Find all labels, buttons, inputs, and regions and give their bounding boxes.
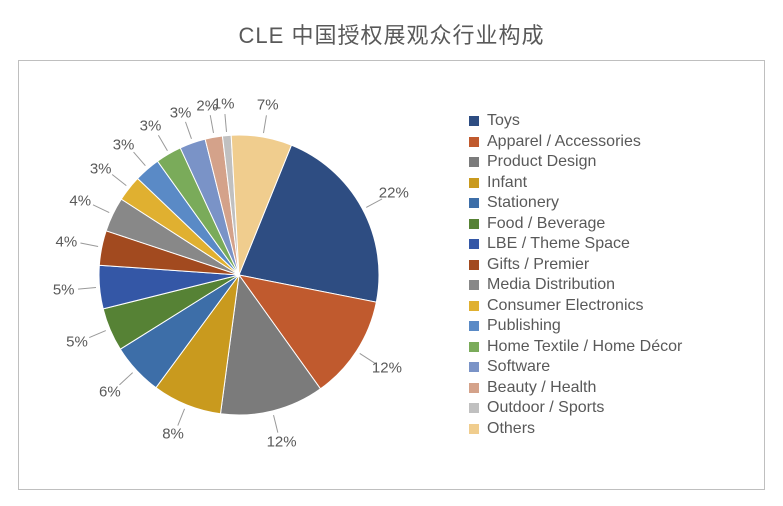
- legend-item: Consumer Electronics: [469, 298, 744, 314]
- legend-swatch: [469, 178, 479, 188]
- legend-swatch: [469, 342, 479, 352]
- legend-item: Software: [469, 359, 744, 375]
- legend-swatch: [469, 157, 479, 167]
- legend-label: Media Distribution: [487, 277, 615, 293]
- legend: Toys Apparel / Accessories Product Design I…: [439, 109, 744, 442]
- legend-label: Consumer Electronics: [487, 298, 644, 314]
- legend-label: Apparel / Accessories: [487, 134, 641, 150]
- legend-label: Beauty / Health: [487, 380, 596, 396]
- legend-swatch: [469, 219, 479, 229]
- legend-label: LBE / Theme Space: [487, 236, 630, 252]
- chart-title: CLE 中国授权展观众行业构成: [0, 0, 783, 60]
- legend-item: Outdoor / Sports: [469, 400, 744, 416]
- legend-label: Toys: [487, 113, 520, 129]
- legend-item: Product Design: [469, 154, 744, 170]
- legend-swatch: [469, 280, 479, 290]
- legend-item: Infant: [469, 175, 744, 191]
- legend-label: Infant: [487, 175, 527, 191]
- legend-swatch: [469, 260, 479, 270]
- legend-swatch: [469, 301, 479, 311]
- legend-label: Publishing: [487, 318, 561, 334]
- legend-swatch: [469, 362, 479, 372]
- chart-frame: 22%12%12%8%6%5%5%4%4%3%3%3%3%2%1%7% Toys…: [18, 60, 765, 490]
- legend-label: Software: [487, 359, 550, 375]
- pie-chart: 22%12%12%8%6%5%5%4%4%3%3%3%3%2%1%7%: [39, 75, 439, 475]
- legend-swatch: [469, 116, 479, 126]
- legend-label: Gifts / Premier: [487, 257, 589, 273]
- legend-item: Stationery: [469, 195, 744, 211]
- legend-swatch: [469, 239, 479, 249]
- legend-swatch: [469, 321, 479, 331]
- legend-swatch: [469, 383, 479, 393]
- legend-label: Food / Beverage: [487, 216, 605, 232]
- legend-label: Outdoor / Sports: [487, 400, 604, 416]
- legend-item: Publishing: [469, 318, 744, 334]
- legend-swatch: [469, 403, 479, 413]
- legend-item: LBE / Theme Space: [469, 236, 744, 252]
- legend-item: Home Textile / Home Décor: [469, 339, 744, 355]
- legend-swatch: [469, 198, 479, 208]
- legend-item: Toys: [469, 113, 744, 129]
- legend-item: Gifts / Premier: [469, 257, 744, 273]
- legend-item: Others: [469, 421, 744, 437]
- legend-item: Apparel / Accessories: [469, 134, 744, 150]
- pie-svg: [39, 75, 439, 475]
- legend-item: Media Distribution: [469, 277, 744, 293]
- legend-label: Home Textile / Home Décor: [487, 339, 682, 355]
- legend-label: Stationery: [487, 195, 559, 211]
- legend-swatch: [469, 137, 479, 147]
- legend-label: Others: [487, 421, 535, 437]
- legend-swatch: [469, 424, 479, 434]
- legend-label: Product Design: [487, 154, 596, 170]
- legend-item: Beauty / Health: [469, 380, 744, 396]
- legend-item: Food / Beverage: [469, 216, 744, 232]
